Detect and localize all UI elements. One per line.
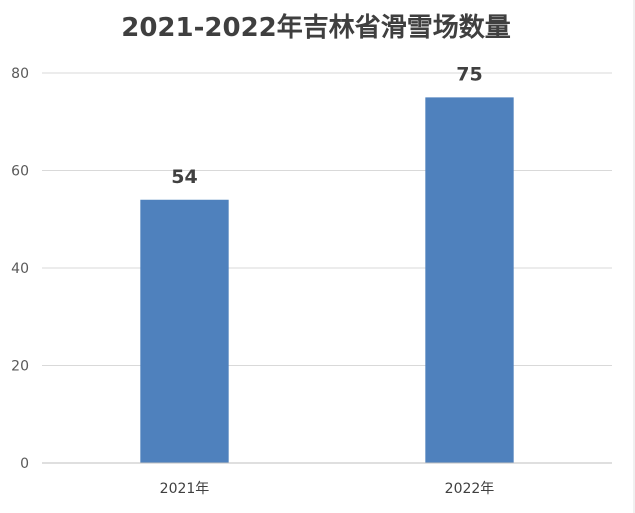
data-label: 54 [171, 166, 197, 188]
x-axis-category-labels: 2021年 2022年 [160, 481, 495, 497]
x-category-label: 2021年 [160, 481, 210, 497]
x-category-label: 2022年 [445, 481, 495, 497]
y-tick-label: 20 [11, 359, 29, 375]
bar [425, 97, 514, 463]
y-axis-tick-labels: 0 20 40 60 80 [11, 66, 29, 472]
y-tick-label: 0 [20, 456, 29, 472]
data-label: 75 [456, 63, 482, 85]
y-tick-label: 80 [11, 66, 29, 82]
chart-title: 2021-2022年吉林省滑雪场数量 [121, 12, 511, 43]
data-labels: 54 75 [171, 63, 482, 187]
y-tick-label: 60 [11, 164, 29, 180]
y-tick-label: 40 [11, 261, 29, 277]
bars [140, 97, 514, 463]
gridlines [42, 72, 612, 366]
bar [140, 199, 229, 463]
